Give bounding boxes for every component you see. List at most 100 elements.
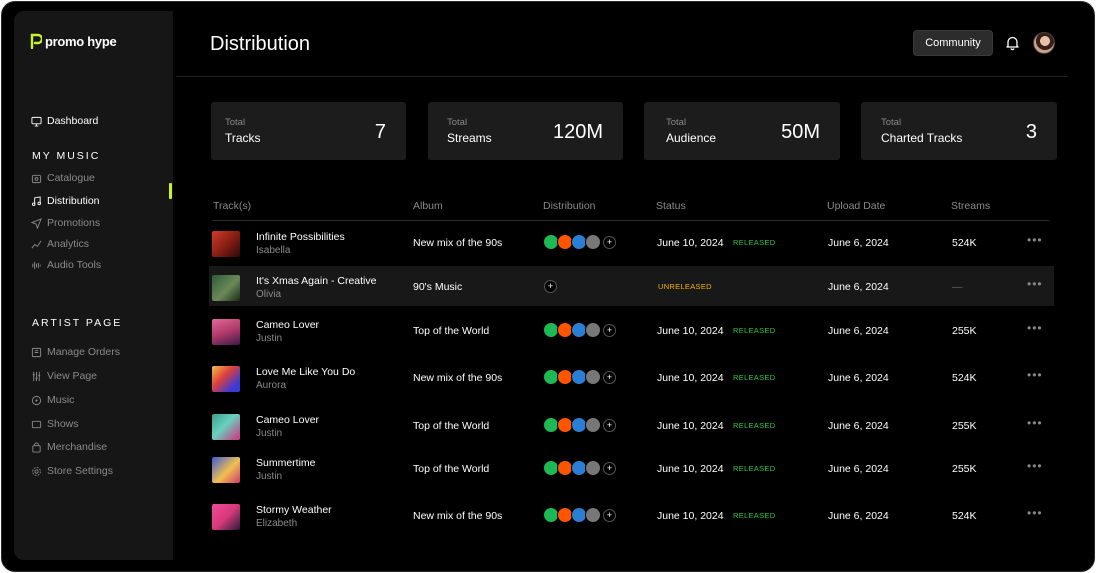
track-artwork[interactable] bbox=[212, 414, 240, 440]
track-artwork[interactable] bbox=[212, 366, 240, 392]
stat-value: 50M bbox=[781, 121, 820, 143]
add-platform-button[interactable]: + bbox=[603, 371, 616, 384]
sidebar-item-store-settings[interactable]: Store Settings bbox=[31, 465, 113, 477]
sidebar-item-shows[interactable]: Shows bbox=[31, 418, 79, 430]
music-note-icon bbox=[31, 195, 42, 207]
row-more-button[interactable]: ••• bbox=[1027, 416, 1043, 430]
avatar[interactable] bbox=[1033, 32, 1055, 54]
bell-icon[interactable] bbox=[1005, 35, 1020, 51]
table-row[interactable]: Stormy Weather Elizabeth New mix of the … bbox=[209, 495, 1054, 535]
add-platform-button[interactable]: + bbox=[603, 419, 616, 432]
add-platform-button[interactable]: + bbox=[603, 236, 616, 249]
row-more-button[interactable]: ••• bbox=[1027, 277, 1043, 291]
column-header-tracks[interactable]: Track(s) bbox=[213, 200, 252, 212]
track-album: New mix of the 90s bbox=[413, 372, 503, 384]
logo-icon bbox=[30, 33, 42, 49]
table-row[interactable]: Cameo Lover Justin Top of the World + Ju… bbox=[209, 405, 1054, 445]
catalogue-icon bbox=[31, 173, 42, 184]
status-date: June 10, 2024 bbox=[657, 420, 724, 432]
ticket-icon bbox=[31, 419, 42, 430]
stream-count: — bbox=[952, 281, 963, 293]
more-platforms-icon bbox=[585, 369, 601, 385]
track-artwork[interactable] bbox=[212, 504, 240, 530]
table-row[interactable]: It's Xmas Again - Creative Olivia 90's M… bbox=[209, 266, 1054, 306]
column-header-album[interactable]: Album bbox=[413, 200, 443, 212]
stat-caption: Total bbox=[225, 117, 246, 128]
column-header-distribution[interactable]: Distribution bbox=[543, 200, 596, 212]
track-artwork[interactable] bbox=[212, 275, 240, 301]
track-album: New mix of the 90s bbox=[413, 510, 503, 522]
sidebar-item-audio-tools[interactable]: Audio Tools bbox=[31, 259, 101, 271]
gear-icon bbox=[31, 466, 42, 477]
sidebar-item-analytics[interactable]: Analytics bbox=[31, 238, 89, 250]
sidebar-item-distribution[interactable]: Distribution bbox=[31, 195, 100, 207]
add-platform-button[interactable]: + bbox=[603, 462, 616, 475]
sidebar-item-label: Audio Tools bbox=[47, 259, 102, 271]
status-badge: RELEASED bbox=[733, 326, 776, 335]
sidebar-item-label: Music bbox=[47, 394, 75, 406]
sidebar-item-catalogue[interactable]: Catalogue bbox=[31, 172, 95, 184]
track-artist: Justin bbox=[256, 333, 283, 344]
upload-date: June 6, 2024 bbox=[828, 420, 889, 432]
table-row[interactable]: Love Me Like You Do Aurora New mix of th… bbox=[209, 357, 1054, 397]
table-row[interactable]: Summertime Justin Top of the World + Jun… bbox=[209, 448, 1054, 488]
analytics-icon bbox=[31, 239, 42, 250]
sidebar-item-label: Shows bbox=[47, 418, 79, 430]
more-platforms-icon bbox=[585, 417, 601, 433]
row-more-button[interactable]: ••• bbox=[1027, 368, 1043, 382]
track-title[interactable]: Cameo Lover bbox=[256, 319, 320, 331]
more-platforms-icon bbox=[585, 322, 601, 338]
status-date: June 10, 2024 bbox=[657, 325, 724, 337]
track-artwork[interactable] bbox=[212, 231, 240, 257]
column-header-status[interactable]: Status bbox=[656, 200, 686, 212]
stat-card-tracks: Total Tracks 7 bbox=[211, 102, 406, 160]
sidebar-item-view-page[interactable]: View Page bbox=[31, 370, 97, 382]
stat-card-charted-tracks: Total Charted Tracks 3 bbox=[861, 102, 1057, 160]
track-title[interactable]: It's Xmas Again - Creative bbox=[256, 275, 377, 287]
stat-value: 3 bbox=[1025, 121, 1037, 143]
upload-date: June 6, 2024 bbox=[828, 325, 889, 337]
stream-count: 255K bbox=[952, 325, 977, 337]
sidebar-item-manage-orders[interactable]: Manage Orders bbox=[31, 346, 120, 358]
track-artwork[interactable] bbox=[212, 319, 240, 345]
track-title[interactable]: Love Me Like You Do bbox=[256, 366, 356, 378]
table-row[interactable]: Cameo Lover Justin Top of the World + Ju… bbox=[209, 310, 1054, 350]
stat-card-audience: Total Audience 50M bbox=[644, 102, 840, 160]
sidebar-item-label: Merchandise bbox=[47, 441, 108, 453]
track-artist: Olivia bbox=[256, 289, 282, 300]
bag-icon bbox=[31, 441, 42, 453]
stat-label: Tracks bbox=[225, 131, 261, 145]
track-title[interactable]: Infinite Possibilities bbox=[256, 231, 345, 243]
upload-date: June 6, 2024 bbox=[828, 463, 889, 475]
row-more-button[interactable]: ••• bbox=[1027, 506, 1043, 520]
column-header-streams[interactable]: Streams bbox=[951, 200, 991, 212]
stat-caption: Total bbox=[666, 117, 687, 128]
brand-logo[interactable]: promo hype bbox=[30, 33, 117, 49]
track-title[interactable]: Stormy Weather bbox=[256, 504, 332, 516]
row-more-button[interactable]: ••• bbox=[1027, 459, 1043, 473]
track-title[interactable]: Cameo Lover bbox=[256, 414, 320, 426]
section-title-my-music: MY MUSIC bbox=[32, 150, 101, 162]
track-title[interactable]: Summertime bbox=[256, 457, 316, 469]
stream-count: 255K bbox=[952, 463, 977, 475]
brand-name: promo hype bbox=[45, 33, 117, 49]
row-more-button[interactable]: ••• bbox=[1027, 233, 1043, 247]
track-album: New mix of the 90s bbox=[413, 237, 503, 249]
add-platform-button[interactable]: + bbox=[544, 280, 557, 293]
add-platform-button[interactable]: + bbox=[603, 509, 616, 522]
add-platform-button[interactable]: + bbox=[603, 324, 616, 337]
sidebar-item-dashboard[interactable]: Dashboard bbox=[31, 115, 98, 127]
more-platforms-icon bbox=[585, 234, 601, 250]
sidebar-item-label: Promotions bbox=[47, 217, 101, 229]
track-artwork[interactable] bbox=[212, 457, 240, 483]
track-album: 90's Music bbox=[413, 281, 463, 293]
sidebar-item-promotions[interactable]: Promotions bbox=[31, 217, 100, 229]
sidebar-item-merchandise[interactable]: Merchandise bbox=[31, 441, 107, 453]
send-icon bbox=[31, 217, 42, 229]
sidebar-item-music[interactable]: Music bbox=[31, 394, 74, 406]
community-button[interactable]: Community bbox=[913, 30, 993, 56]
status-date: June 10, 2024 bbox=[657, 510, 724, 522]
table-row[interactable]: Infinite Possibilities Isabella New mix … bbox=[209, 222, 1054, 262]
row-more-button[interactable]: ••• bbox=[1027, 321, 1043, 335]
column-header-upload-date[interactable]: Upload Date bbox=[827, 200, 886, 212]
